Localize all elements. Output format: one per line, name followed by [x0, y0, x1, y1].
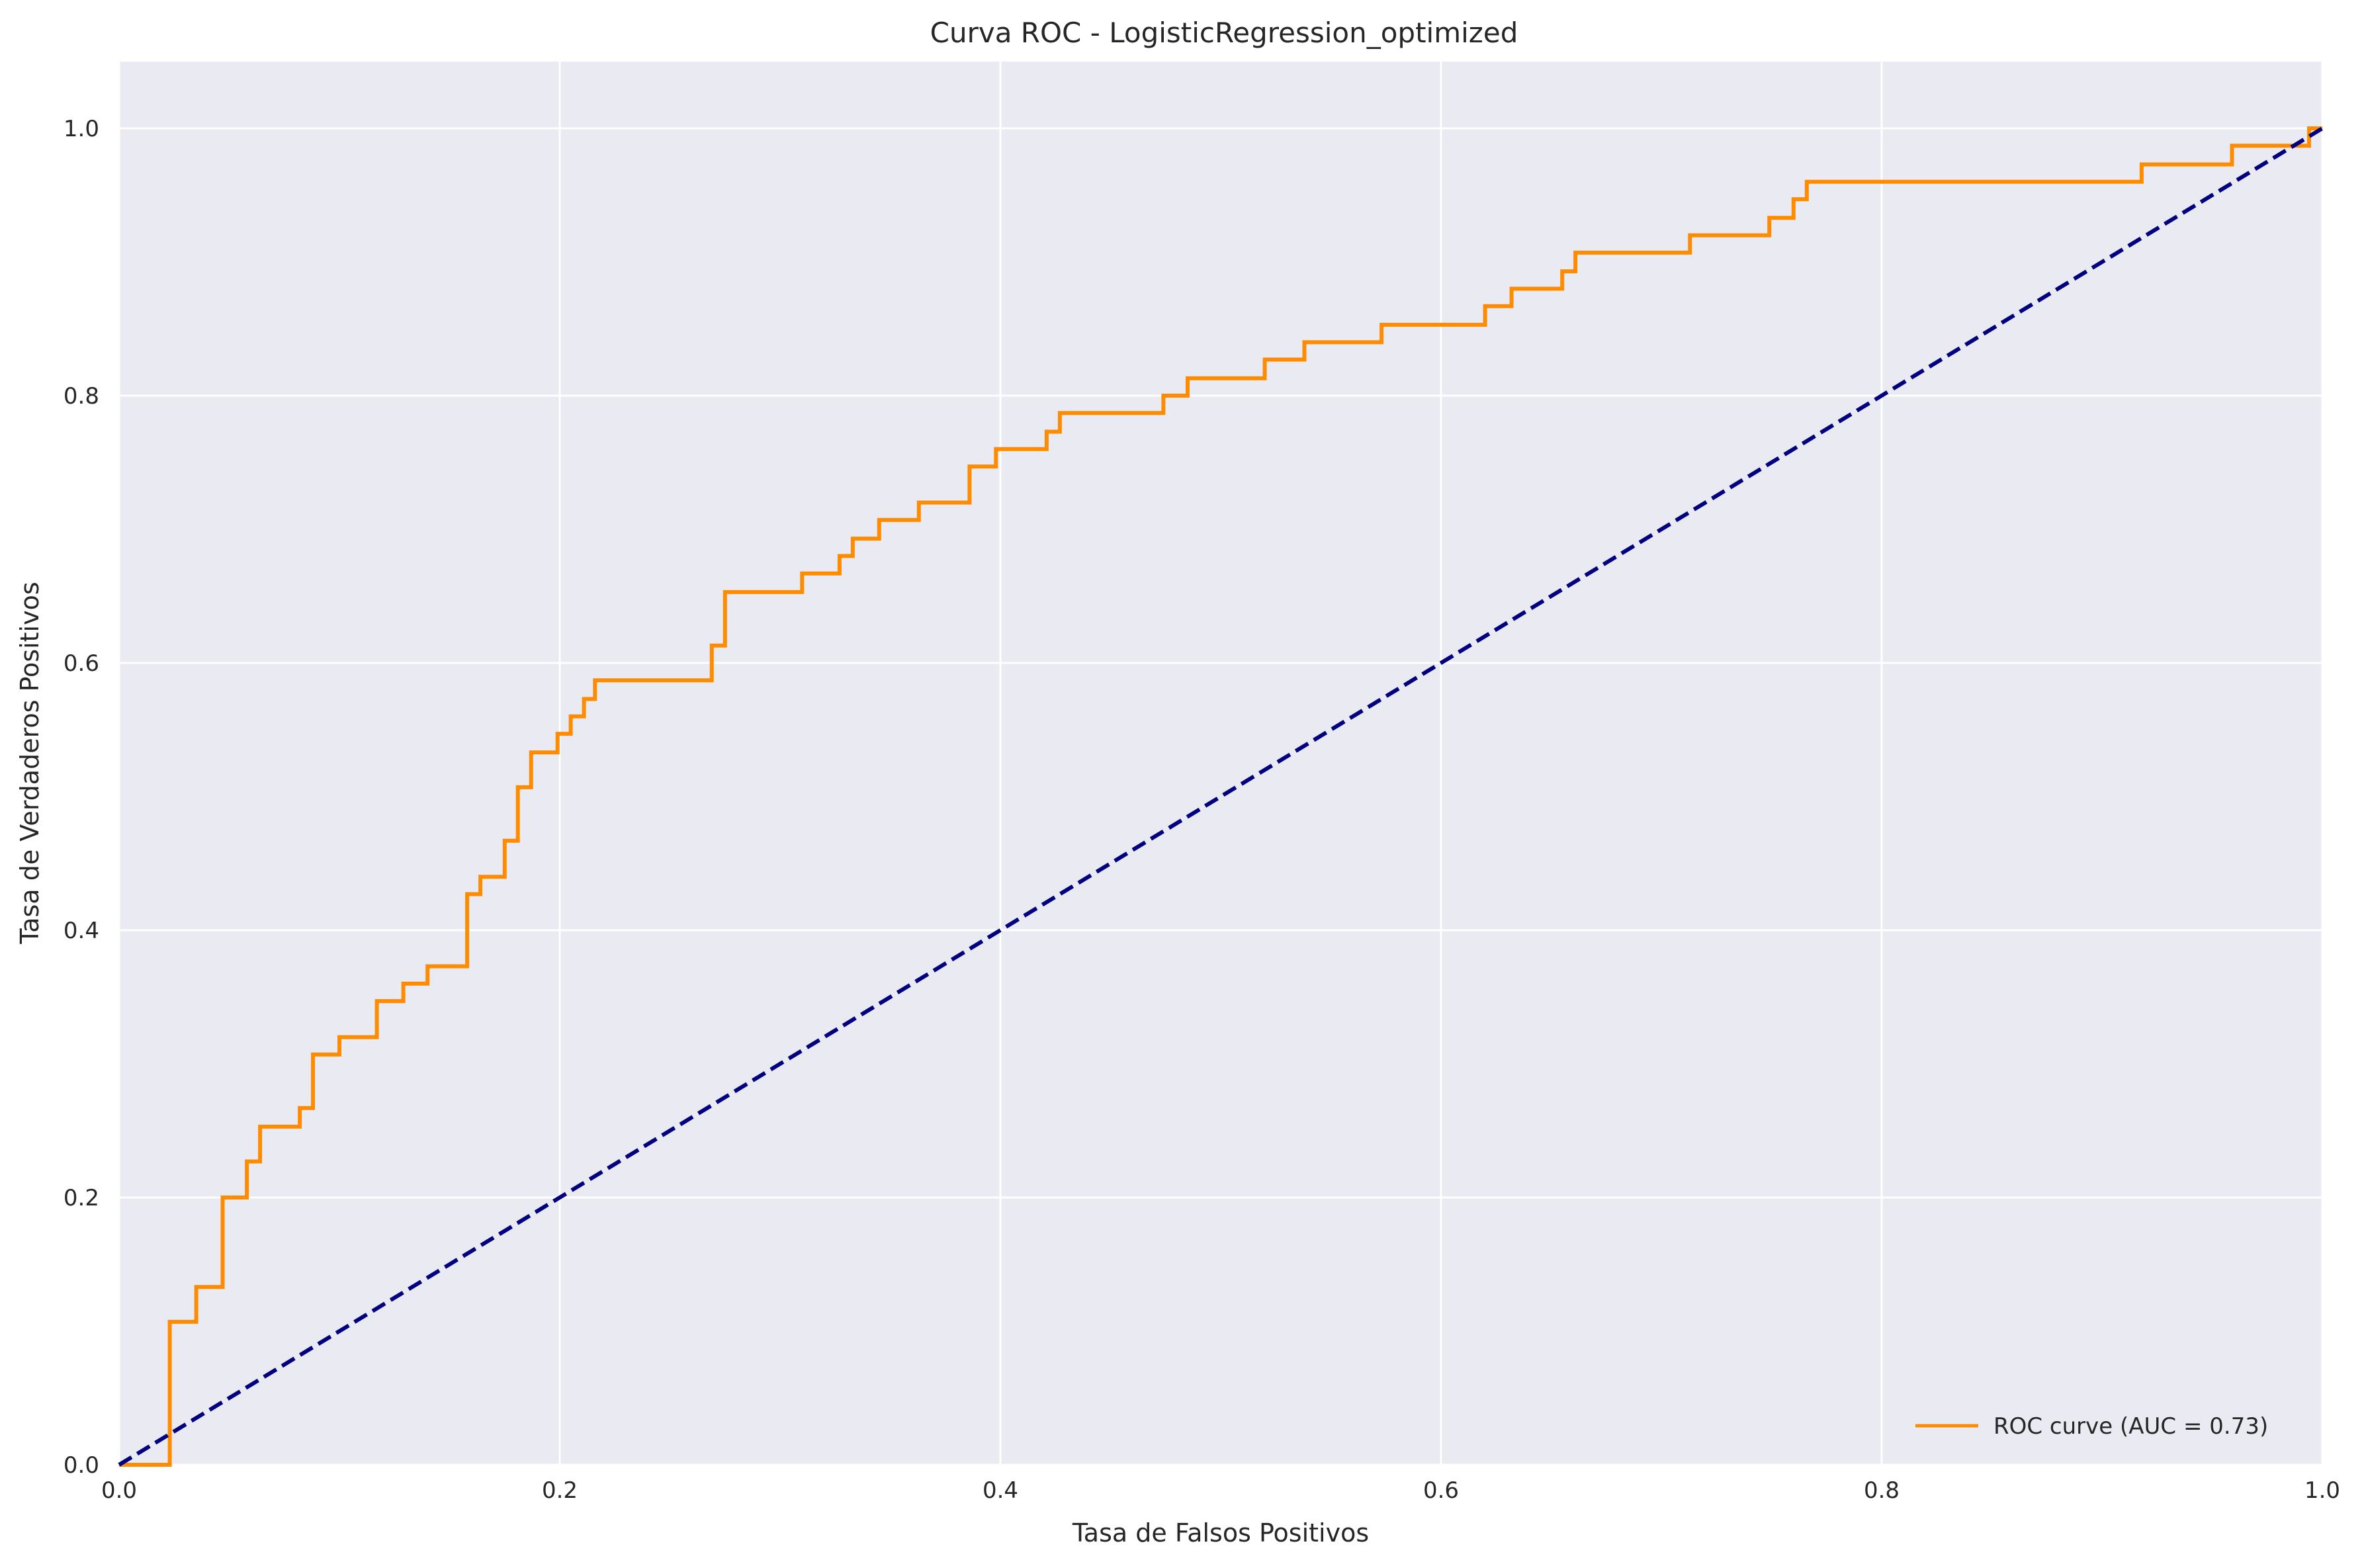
chart-title: Curva ROC - LogisticRegression_optimized — [930, 17, 1518, 49]
x-tick-label: 0.8 — [1864, 1477, 1900, 1504]
x-tick-label: 1.0 — [2304, 1477, 2340, 1504]
x-tick-label: 0.2 — [542, 1477, 578, 1504]
x-tick-label: 0.4 — [983, 1477, 1018, 1504]
x-tick-label: 0.0 — [101, 1477, 137, 1504]
y-tick-label: 0.8 — [64, 383, 99, 410]
grid-lines — [118, 62, 2324, 1466]
legend: ROC curve (AUC = 0.73) — [1899, 1397, 2309, 1450]
x-axis-ticks: 0.0 0.2 0.4 0.6 0.8 1.0 — [101, 1477, 2340, 1504]
y-tick-label: 0.6 — [64, 650, 99, 677]
y-axis-label: Tasa de Verdaderos Positivos — [15, 582, 44, 944]
y-tick-label: 0.2 — [64, 1185, 99, 1211]
roc-curve-line — [119, 126, 2322, 1467]
series-layer — [118, 126, 2324, 1467]
x-tick-label: 0.6 — [1423, 1477, 1459, 1504]
legend-box — [1899, 1397, 2309, 1450]
y-tick-label: 1.0 — [64, 116, 99, 142]
y-axis-ticks: 0.0 0.2 0.4 0.6 0.8 1.0 — [64, 116, 99, 1479]
legend-label-roc: ROC curve (AUC = 0.73) — [1993, 1413, 2268, 1440]
plot-area — [119, 62, 2322, 1465]
x-axis-label: Tasa de Falsos Positivos — [1072, 1518, 1369, 1547]
chance-diagonal-line — [118, 126, 2324, 1467]
y-tick-label: 0.4 — [64, 918, 99, 944]
y-tick-label: 0.0 — [64, 1452, 99, 1479]
